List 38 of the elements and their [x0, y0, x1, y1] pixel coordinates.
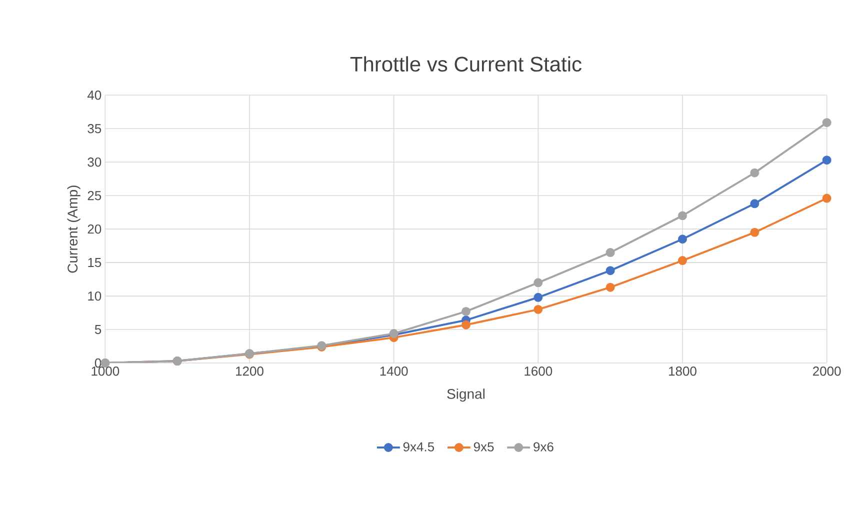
point — [750, 168, 760, 178]
x-tick-label: 2000 — [813, 366, 841, 376]
x-tick-label: 1400 — [380, 366, 408, 376]
y-tick-label: 40 — [87, 90, 102, 100]
legend-label: 9x4.5 — [403, 442, 434, 452]
point — [461, 306, 470, 316]
y-tick-label: 5 — [94, 324, 102, 334]
point — [606, 248, 615, 257]
point — [678, 256, 687, 265]
point — [534, 304, 543, 314]
y-tick-label: 10 — [88, 291, 102, 301]
point — [750, 228, 760, 237]
point — [606, 266, 615, 276]
point — [606, 282, 615, 292]
chart-title: Throttle vs Current Static — [350, 56, 582, 72]
x-axis-title: Signal — [447, 388, 484, 402]
point — [678, 211, 687, 220]
y-tick-label: 15 — [88, 258, 102, 268]
point — [678, 234, 687, 244]
x-tick-label: 1800 — [669, 366, 696, 376]
point — [822, 156, 832, 165]
x-tick-label: 1200 — [236, 366, 264, 376]
point — [822, 118, 832, 128]
legend-label: 9x6 — [534, 442, 554, 452]
x-tick-label: 1600 — [524, 366, 552, 376]
y-tick-label: 35 — [88, 124, 102, 134]
point — [750, 199, 760, 208]
point — [534, 292, 543, 302]
y-tick-label: 20 — [88, 224, 102, 234]
legend-label: 9x5 — [474, 442, 494, 452]
y-tick-label: 0 — [94, 358, 102, 368]
y-tick-label: 30 — [88, 157, 102, 167]
x-tick-label: 1000 — [92, 366, 120, 376]
point — [534, 278, 543, 288]
y-tick-label: 25 — [88, 190, 102, 200]
point — [822, 194, 832, 203]
point — [461, 320, 470, 330]
y-axis-title: Current (Amp) — [67, 186, 80, 273]
